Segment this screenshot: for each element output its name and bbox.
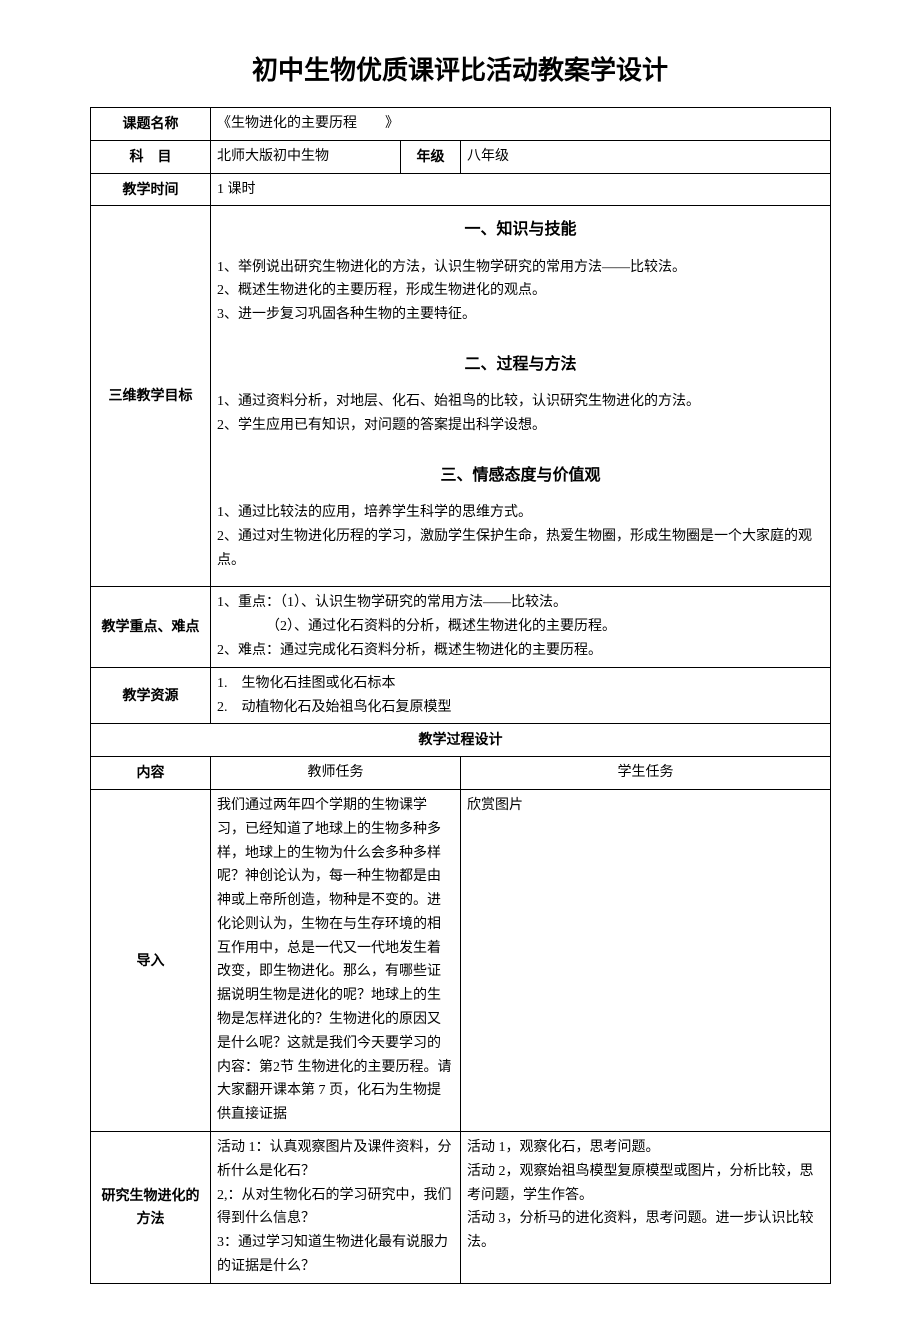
label-time: 教学时间 <box>91 173 211 206</box>
goals-s3-title: 三、情感态度与价值观 <box>211 452 831 497</box>
table-row: 研究生物进化的方法 活动 1：认真观察图片及课件资料，分析什么是化石？ 2,：从… <box>91 1132 831 1284</box>
table-row: 科 目 北师大版初中生物 年级 八年级 <box>91 140 831 173</box>
page-title: 初中生物优质课评比活动教案学设计 <box>90 50 830 87</box>
table-row: 教学资源 1. 生物化石挂图或化石标本 2. 动植物化石及始祖鸟化石复原模型 <box>91 667 831 724</box>
value-grade: 八年级 <box>461 140 831 173</box>
label-topic: 课题名称 <box>91 108 211 141</box>
label-focus: 教学重点、难点 <box>91 587 211 667</box>
label-goals: 三维教学目标 <box>91 206 211 587</box>
methods-student: 活动 1，观察化石，思考问题。 活动 2，观察始祖鸟模型复原模型或图片，分析比较… <box>461 1132 831 1284</box>
goals-s2-title: 二、过程与方法 <box>211 341 831 386</box>
label-intro: 导入 <box>91 789 211 1131</box>
intro-teacher: 我们通过两年四个学期的生物课学习，已经知道了地球上的生物多种多样，地球上的生物为… <box>211 789 461 1131</box>
focus-body: 1、重点：（1）、认识生物学研究的常用方法——比较法。 （2）、通过化石资料的分… <box>211 587 831 667</box>
table-row: 教学时间 1 课时 <box>91 173 831 206</box>
table-row: 内容 教师任务 学生任务 <box>91 757 831 790</box>
goals-s3-body: 1、通过比较法的应用，培养学生科学的思维方式。 2、通过对生物进化历程的学习，激… <box>211 497 831 576</box>
label-resources: 教学资源 <box>91 667 211 724</box>
methods-teacher: 活动 1：认真观察图片及课件资料，分析什么是化石？ 2,：从对生物化石的学习研究… <box>211 1132 461 1284</box>
goals-s2-body: 1、通过资料分析，对地层、化石、始祖鸟的比较，认识研究生物进化的方法。 2、学生… <box>211 386 831 442</box>
table-row: 三维教学目标 一、知识与技能 <box>91 206 831 252</box>
resources-body: 1. 生物化石挂图或化石标本 2. 动植物化石及始祖鸟化石复原模型 <box>211 667 831 724</box>
label-grade: 年级 <box>401 140 461 173</box>
table-row: 导入 我们通过两年四个学期的生物课学习，已经知道了地球上的生物多种多样，地球上的… <box>91 789 831 1131</box>
label-methods: 研究生物进化的方法 <box>91 1132 211 1284</box>
table-row: 教学重点、难点 1、重点：（1）、认识生物学研究的常用方法——比较法。 （2）、… <box>91 587 831 667</box>
table-row: 课题名称 《生物进化的主要历程 》 <box>91 108 831 141</box>
header-teacher: 教师任务 <box>211 757 461 790</box>
goals-s1-title: 一、知识与技能 <box>211 206 831 252</box>
table-row: 教学过程设计 <box>91 724 831 757</box>
value-time: 1 课时 <box>211 173 831 206</box>
header-content: 内容 <box>91 757 211 790</box>
intro-student: 欣赏图片 <box>461 789 831 1131</box>
value-topic: 《生物进化的主要历程 》 <box>211 108 831 141</box>
header-student: 学生任务 <box>461 757 831 790</box>
goals-s1-body: 1、举例说出研究生物进化的方法，认识生物学研究的常用方法——比较法。 2、概述生… <box>211 252 831 331</box>
label-subject: 科 目 <box>91 140 211 173</box>
value-subject: 北师大版初中生物 <box>211 140 401 173</box>
label-process: 教学过程设计 <box>91 724 831 757</box>
lesson-plan-table: 课题名称 《生物进化的主要历程 》 科 目 北师大版初中生物 年级 八年级 教学… <box>90 107 831 1284</box>
